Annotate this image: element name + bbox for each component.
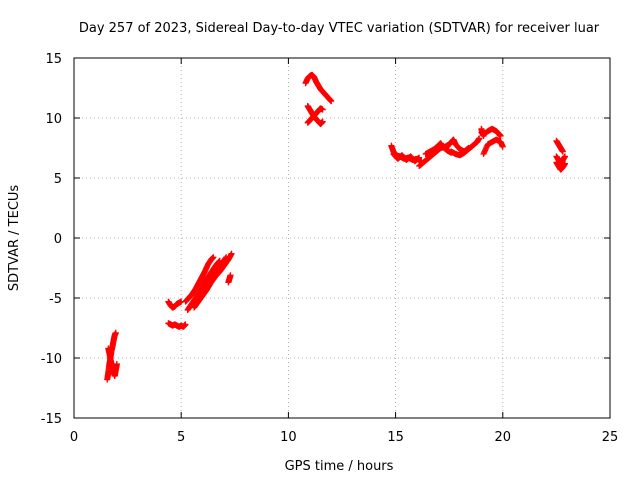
data-point (480, 133, 487, 139)
x-tick-label: 25 (602, 430, 619, 445)
data-point (476, 135, 483, 142)
x-tick-label: 15 (387, 430, 404, 445)
x-tick-label: 0 (70, 430, 78, 445)
data-point (561, 160, 568, 167)
data-point (182, 321, 189, 328)
x-tick-label: 5 (177, 430, 185, 445)
data-point (113, 361, 120, 367)
y-tick-label: 0 (54, 232, 62, 247)
y-axis-label: SDTVAR / TECUs (7, 185, 22, 292)
data-point (223, 254, 230, 261)
y-tick-label: 15 (45, 52, 62, 67)
data-point (561, 153, 568, 160)
data-point (465, 145, 472, 151)
data-point (319, 106, 326, 113)
data-point (228, 250, 235, 257)
x-tick-label: 10 (280, 430, 297, 445)
y-tick-label: 5 (54, 172, 62, 187)
x-axis-label: GPS time / hours (285, 459, 394, 474)
axis-ticks: 0 5 10 15 20 25 -15 -10 -5 0 5 10 15 (41, 52, 619, 445)
y-tick-label: 10 (45, 112, 62, 127)
x-tick-label: 20 (495, 430, 512, 445)
data-point (416, 154, 423, 161)
chart-title: Day 257 of 2023, Sidereal Day-to-day VTE… (79, 21, 600, 36)
data-point (328, 98, 335, 105)
data-point (559, 148, 566, 155)
y-tick-label: -15 (41, 412, 62, 427)
data-point (112, 329, 119, 336)
y-tick-label: -5 (49, 292, 62, 307)
data-points (104, 71, 568, 383)
data-point (497, 133, 504, 139)
data-point (227, 272, 234, 279)
grid (74, 58, 610, 418)
y-tick-label: -10 (41, 352, 62, 367)
data-point (319, 118, 326, 125)
data-point (210, 254, 217, 261)
data-point (499, 143, 506, 150)
